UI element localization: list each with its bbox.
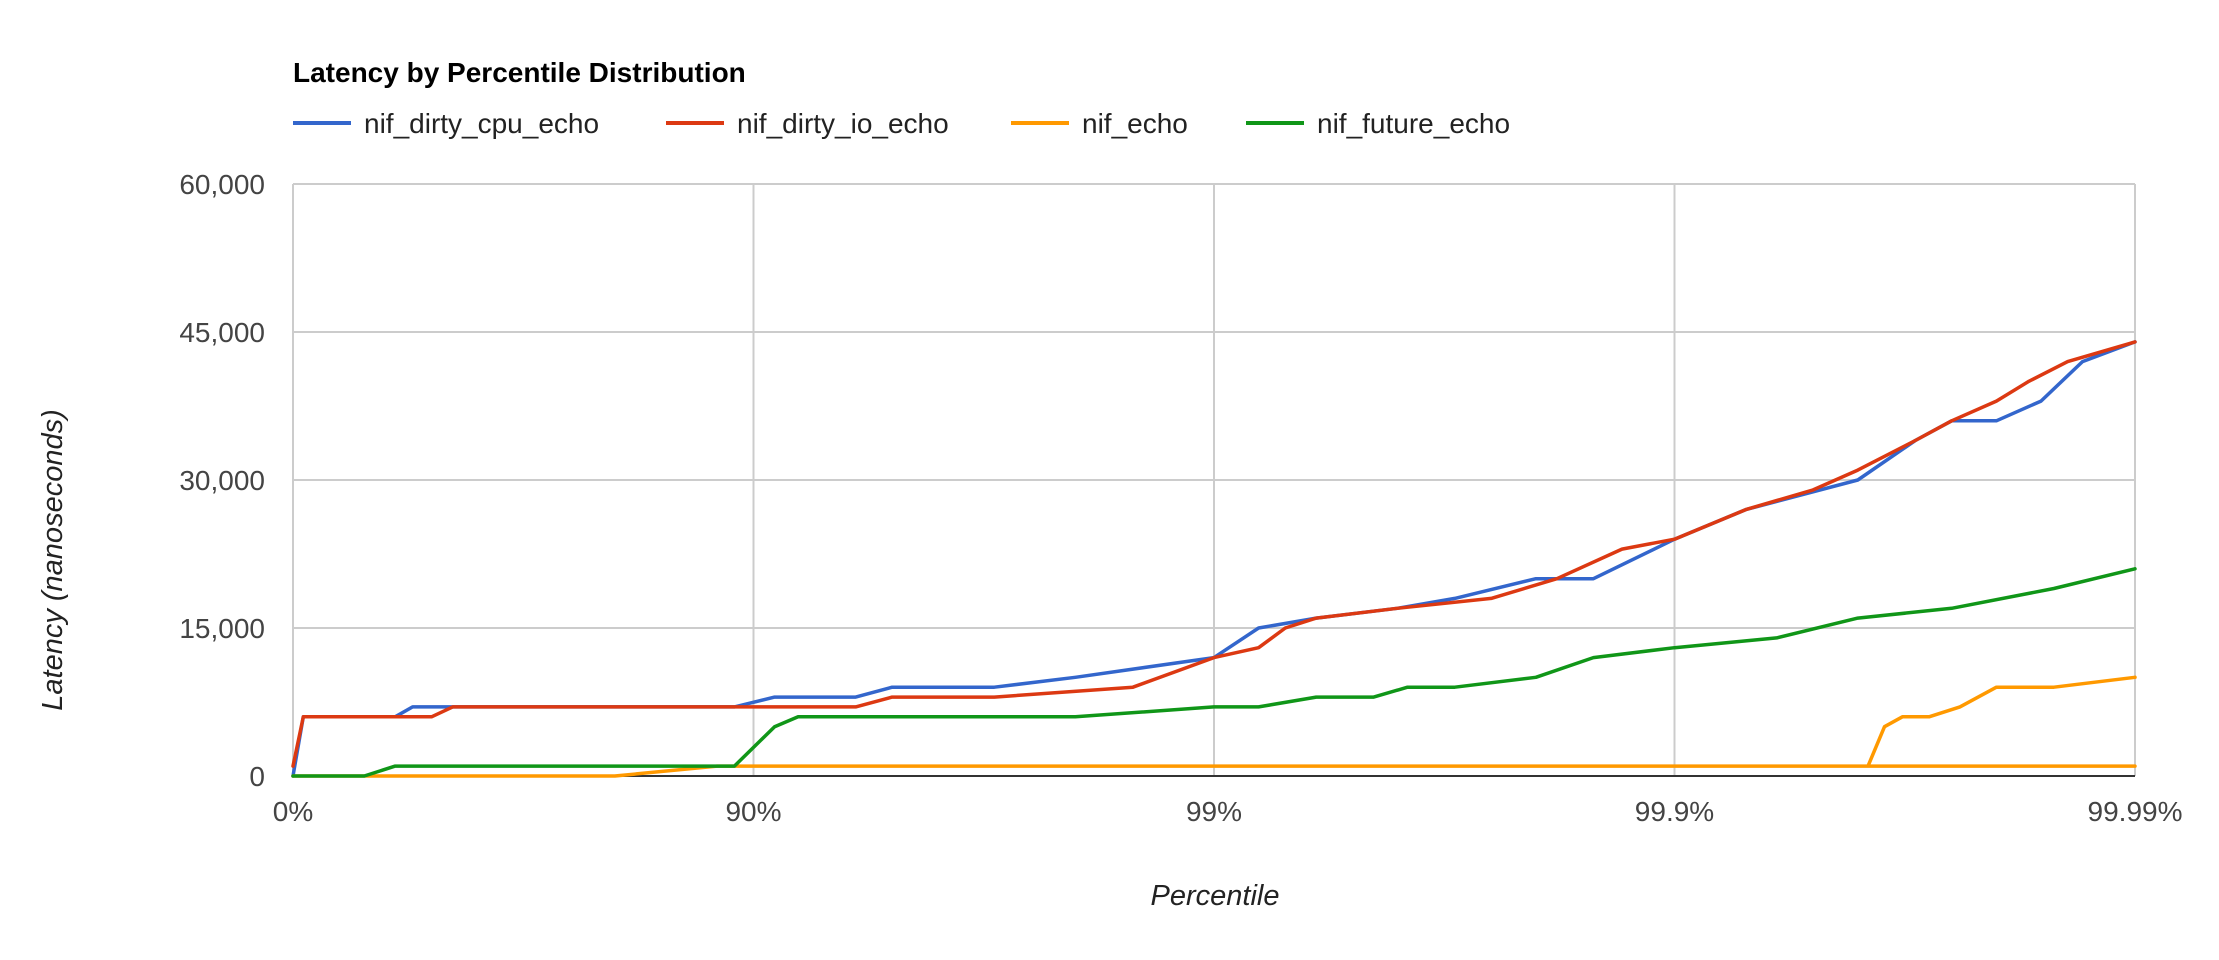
y-tick-label: 45,000	[179, 317, 265, 348]
y-tick-label: 30,000	[179, 465, 265, 496]
tick-labels: 0 15,000 30,000 45,000 60,000 0% 90% 99% 99.9% 99…	[179, 169, 2182, 827]
x-axis-title: Percentile	[1151, 880, 1280, 912]
y-tick-label: 15,000	[179, 613, 265, 644]
x-tick-label: 0%	[273, 796, 313, 827]
x-tick-label: 99.99%	[2088, 796, 2183, 827]
legend-label-nif-dirty-cpu-echo: nif_dirty_cpu_echo	[364, 108, 599, 139]
series-line-nif-future-echo	[291, 567, 2137, 778]
legend-label-nif-echo: nif_echo	[1082, 108, 1188, 139]
y-axis-title: Latency (nanoseconds)	[37, 409, 69, 710]
legend: nif_dirty_cpu_echo nif_dirty_io_echo nif_e…	[293, 108, 1510, 139]
y-tick-label: 0	[249, 761, 265, 792]
legend-label-nif-dirty-io-echo: nif_dirty_io_echo	[737, 108, 949, 139]
x-tick-label: 99.9%	[1635, 796, 1714, 827]
x-tick-label: 90%	[725, 796, 781, 827]
chart-title: Latency by Percentile Distribution	[293, 57, 746, 88]
series-lines	[291, 340, 2137, 778]
legend-label-nif-future-echo: nif_future_echo	[1317, 108, 1510, 139]
x-tick-label: 99%	[1186, 796, 1242, 827]
series-line-nif-dirty-io-echo	[291, 340, 2137, 768]
y-tick-label: 60,000	[179, 169, 265, 200]
